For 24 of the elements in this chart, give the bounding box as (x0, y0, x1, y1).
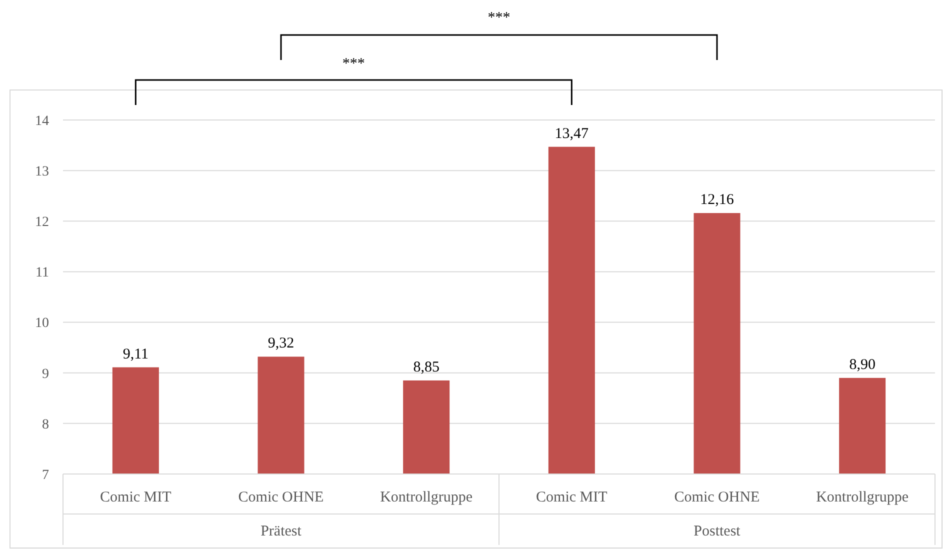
y-tick-label: 13 (35, 164, 49, 180)
data-label: 9,32 (268, 336, 294, 352)
x-tick-label: Comic MIT (536, 489, 608, 506)
x-tick-label: Comic OHNE (238, 489, 324, 506)
text: Prätest (260, 523, 302, 540)
x-tick-label: Comic MIT (100, 489, 172, 506)
y-tick-label: 9 (42, 366, 49, 382)
data-label: 8,85 (413, 359, 440, 376)
text: *** (488, 10, 510, 26)
y-tick-label: 7 (42, 468, 49, 483)
y-tick-label: 12 (35, 215, 49, 230)
data-label: 12,16 (700, 192, 734, 208)
text: Posttest (694, 523, 742, 540)
y-tick-label: 8 (42, 417, 49, 432)
y-tick-label: 11 (36, 266, 49, 281)
y-tick-label: 14 (35, 114, 49, 129)
y-tick-label: 10 (35, 316, 49, 332)
text: *** (342, 56, 365, 72)
x-tick-label: Comic OHNE (674, 489, 760, 506)
x-tick-label: Kontrollgruppe (816, 489, 909, 506)
x-tick-label: Kontrollgruppe (380, 489, 473, 506)
data-label: 9,11 (122, 346, 149, 362)
data-label: 13,47 (554, 126, 590, 142)
data-label: 8,90 (849, 356, 876, 373)
